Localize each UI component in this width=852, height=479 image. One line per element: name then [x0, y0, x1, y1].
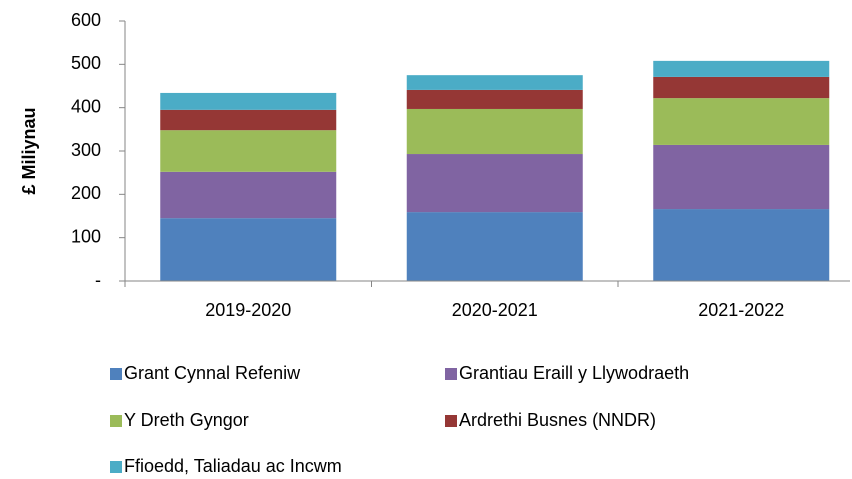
- bar-segment: [160, 92, 337, 110]
- bar-segment: [406, 108, 583, 155]
- bar-segment: [406, 75, 583, 90]
- bar-segment: [653, 98, 830, 145]
- y-tick-label: 400: [71, 96, 101, 116]
- y-tick-label: 200: [71, 183, 101, 203]
- legend-label: Ffioedd, Taliadau ac Incwm: [124, 456, 342, 476]
- legend-label: Grantiau Eraill y Llywodraeth: [459, 363, 689, 383]
- legend-label: Grant Cynnal Refeniw: [124, 363, 301, 383]
- bar-segment: [653, 209, 830, 281]
- bar-segment: [406, 154, 583, 213]
- bar-segment: [406, 89, 583, 109]
- y-tick-label: -: [95, 270, 101, 290]
- y-tick-label: 300: [71, 140, 101, 160]
- bar-segment: [160, 130, 337, 172]
- legend-swatch: [445, 415, 457, 427]
- bar-segment: [160, 218, 337, 281]
- legend-swatch: [110, 461, 122, 473]
- bar-segment: [653, 60, 830, 77]
- legend-swatch: [110, 415, 122, 427]
- y-tick-label: 100: [71, 226, 101, 246]
- bar-segment: [160, 171, 337, 219]
- legend-swatch: [110, 368, 122, 380]
- bar-segment: [160, 109, 337, 131]
- legend-label: Y Dreth Gyngor: [124, 410, 249, 430]
- legend-label: Ardrethi Busnes (NNDR): [459, 410, 656, 430]
- bar-segment: [653, 76, 830, 99]
- x-tick-label: 2019-2020: [205, 300, 291, 320]
- x-tick-label: 2021-2022: [698, 300, 784, 320]
- x-tick-label: 2020-2021: [452, 300, 538, 320]
- bar-segment: [653, 144, 830, 210]
- legend-swatch: [445, 368, 457, 380]
- y-tick-label: 500: [71, 53, 101, 73]
- y-tick-label: 600: [71, 10, 101, 30]
- bar-segment: [406, 212, 583, 281]
- y-axis-label: £ Miliynau: [19, 107, 39, 194]
